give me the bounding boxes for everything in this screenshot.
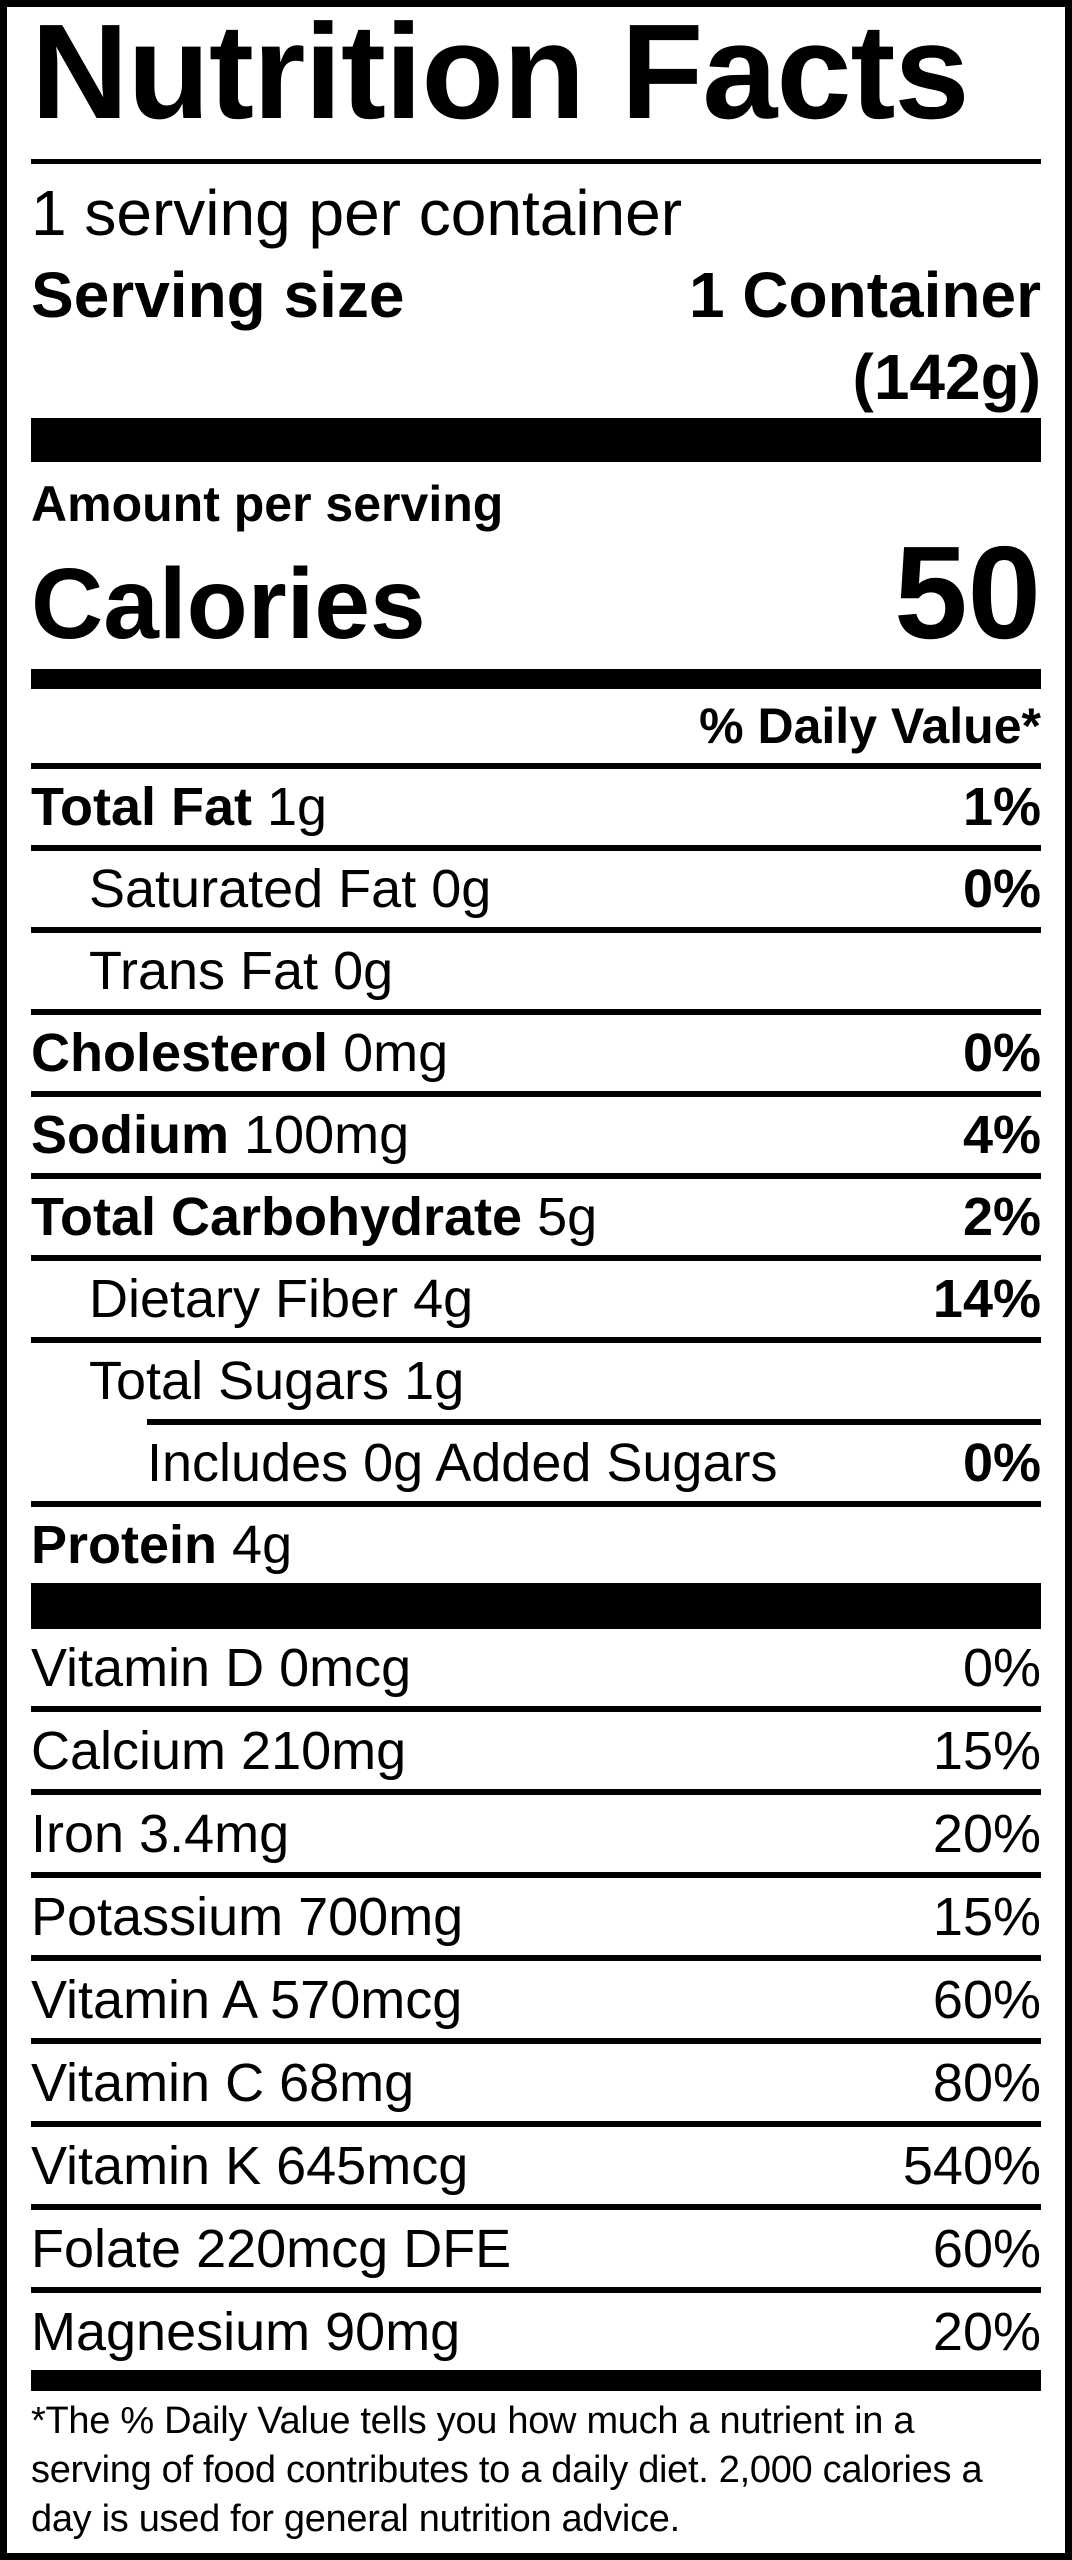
vitamin-text: Magnesium 90mg [31, 2301, 461, 2362]
nutrient-text: Total Sugars 1g [89, 1350, 464, 1412]
nutrient-text: Trans Fat 0g [89, 940, 393, 1002]
nutrient-amount: 0g Added Sugars [348, 1433, 778, 1493]
vitamin-row: Potassium 700mg 15% [31, 1878, 1041, 1961]
vitamin-row: Vitamin A 570mcg 60% [31, 1961, 1041, 2044]
vitamin-text: Potassium 700mg [31, 1886, 464, 1947]
divider-thick-top [31, 418, 1041, 462]
nutrient-name: Sodium [31, 1105, 229, 1165]
vitamin-row: Vitamin C 68mg 80% [31, 2044, 1041, 2127]
nutrient-pct: 14% [932, 1269, 1041, 1329]
nutrient-row: Trans Fat 0g [31, 933, 1041, 1015]
vitamin-pct: 20% [932, 1803, 1041, 1864]
divider-medium-calories [31, 669, 1041, 689]
nutrient-amount: 0g [318, 941, 394, 1001]
vitamin-row: Magnesium 90mg 20% [31, 2293, 1041, 2370]
nutrient-text: Protein 4g [31, 1514, 292, 1576]
nutrient-text: Sodium 100mg [31, 1104, 409, 1166]
nutrient-name: Protein [31, 1515, 218, 1575]
nutrient-row: Sodium 100mg 4% [31, 1097, 1041, 1179]
nutrient-row: Total Sugars 1g [31, 1343, 1041, 1419]
vitamin-row: Iron 3.4mg 20% [31, 1795, 1041, 1878]
nutrient-text: Cholesterol 0mg [31, 1022, 448, 1084]
serving-size-label: Serving size [31, 259, 405, 331]
nutrient-amount: 4g [217, 1515, 293, 1575]
footnote-line-1: *The % Daily Value tells you how much a … [31, 2400, 915, 2442]
calories-value: 50 [894, 519, 1041, 666]
amount-per-serving-label: Amount per serving [31, 476, 504, 532]
vitamin-row: Vitamin K 645mcg 540% [31, 2127, 1041, 2210]
nutrient-name: Trans Fat [89, 941, 319, 1001]
nutrient-name: Dietary Fiber [89, 1269, 399, 1329]
nutrient-row: Protein 4g [31, 1507, 1041, 1583]
divider-medium-footnote [31, 2370, 1041, 2391]
vitamin-pct: 80% [932, 2052, 1041, 2113]
vitamin-text: Vitamin A 570mcg [31, 1969, 463, 2030]
nutrient-pct: 1% [962, 777, 1041, 837]
nutrient-rows: Total Fat 1g 1% Saturated Fat 0g 0% Trans Fa… [31, 769, 1041, 1583]
nutrient-row: Total Fat 1g 1% [31, 769, 1041, 851]
nutrient-amount: 5g [522, 1187, 598, 1247]
vitamin-text: Vitamin D 0mcg [31, 1637, 412, 1698]
nutrient-text: Total Fat 1g [31, 776, 327, 838]
calories-label: Calories [31, 548, 426, 660]
nutrient-text: Includes 0g Added Sugars [147, 1432, 777, 1494]
nutrient-row: Dietary Fiber 4g 14% [31, 1261, 1041, 1343]
divider-thick-middle [31, 1583, 1041, 1629]
servings-per-container: 1 serving per container [31, 177, 683, 249]
nutrient-text: Total Carbohydrate 5g [31, 1186, 597, 1248]
nutrient-pct: 0% [962, 859, 1041, 919]
nutrient-amount: 100mg [229, 1105, 410, 1165]
nutrient-name: Total Fat [31, 777, 252, 837]
daily-value-header: % Daily Value* [699, 698, 1041, 754]
vitamin-pct: 60% [932, 2218, 1041, 2279]
footnote: *The % Daily Value tells you how much a … [31, 2391, 1041, 2544]
nutrient-amount: 4g [398, 1269, 474, 1329]
nutrient-row: Saturated Fat 0g 0% [31, 851, 1041, 933]
nutrient-pct: 4% [962, 1105, 1041, 1165]
vitamin-row: Folate 220mcg DFE 60% [31, 2210, 1041, 2293]
vitamin-text: Vitamin C 68mg [31, 2052, 415, 2113]
serving-section: 1 serving per container Serving size 1 C… [31, 164, 1041, 418]
vitamin-pct: 0% [962, 1637, 1041, 1698]
vitamin-pct: 20% [932, 2301, 1041, 2362]
nutrient-name: Total Carbohydrate [31, 1187, 523, 1247]
nutrient-row: Includes 0g Added Sugars 0% [31, 1425, 1041, 1507]
nutrient-name: Cholesterol [31, 1023, 329, 1083]
vitamin-text: Vitamin K 645mcg [31, 2135, 469, 2196]
nutrient-pct: 0% [962, 1433, 1041, 1493]
vitamin-text: Iron 3.4mg [31, 1803, 290, 1864]
serving-size-value: 1 Container [688, 259, 1041, 331]
vitamin-pct: 540% [902, 2135, 1041, 2196]
nutrient-amount: 0mg [328, 1023, 449, 1083]
footnote-line-2: serving of food contributes to a daily d… [31, 2449, 983, 2491]
divider-under-title [31, 159, 1041, 164]
vitamin-rows: Vitamin D 0mcg 0% Calcium 210mg 15% Iron 3.4… [31, 1629, 1041, 2370]
divider-indented [147, 1419, 1041, 1425]
footnote-line-3: day is used for general nutrition advice… [31, 2498, 680, 2540]
vitamin-pct: 60% [932, 1969, 1041, 2030]
nutrient-name: Includes [147, 1433, 349, 1493]
vitamin-pct: 15% [932, 1886, 1041, 1947]
nutrient-text: Dietary Fiber 4g [89, 1268, 473, 1330]
nutrient-name: Saturated Fat [89, 859, 417, 919]
nutrient-amount: 1g [251, 777, 328, 837]
nutrient-amount: 1g [389, 1351, 465, 1411]
vitamin-text: Folate 220mcg DFE [31, 2218, 512, 2279]
vitamin-row: Calcium 210mg 15% [31, 1712, 1041, 1795]
nutrient-row: Cholesterol 0mg 0% [31, 1015, 1041, 1097]
vitamin-text: Calcium 210mg [31, 1720, 407, 1781]
serving-size-weight: (142g) [852, 341, 1042, 413]
nutrient-pct: 0% [962, 1023, 1041, 1083]
nutrient-name: Total Sugars [89, 1351, 390, 1411]
nutrient-amount: 0g [416, 859, 492, 919]
label-title: Nutrition Facts [31, 0, 970, 147]
vitamin-pct: 15% [932, 1720, 1041, 1781]
calories-row: Calories 50 [31, 519, 1041, 669]
nutrient-row: Total Carbohydrate 5g 2% [31, 1179, 1041, 1261]
nutrient-pct: 2% [962, 1187, 1041, 1247]
nutrient-text: Saturated Fat 0g [89, 858, 491, 920]
divider-under-dv-header [31, 763, 1041, 769]
vitamin-row: Vitamin D 0mcg 0% [31, 1629, 1041, 1712]
